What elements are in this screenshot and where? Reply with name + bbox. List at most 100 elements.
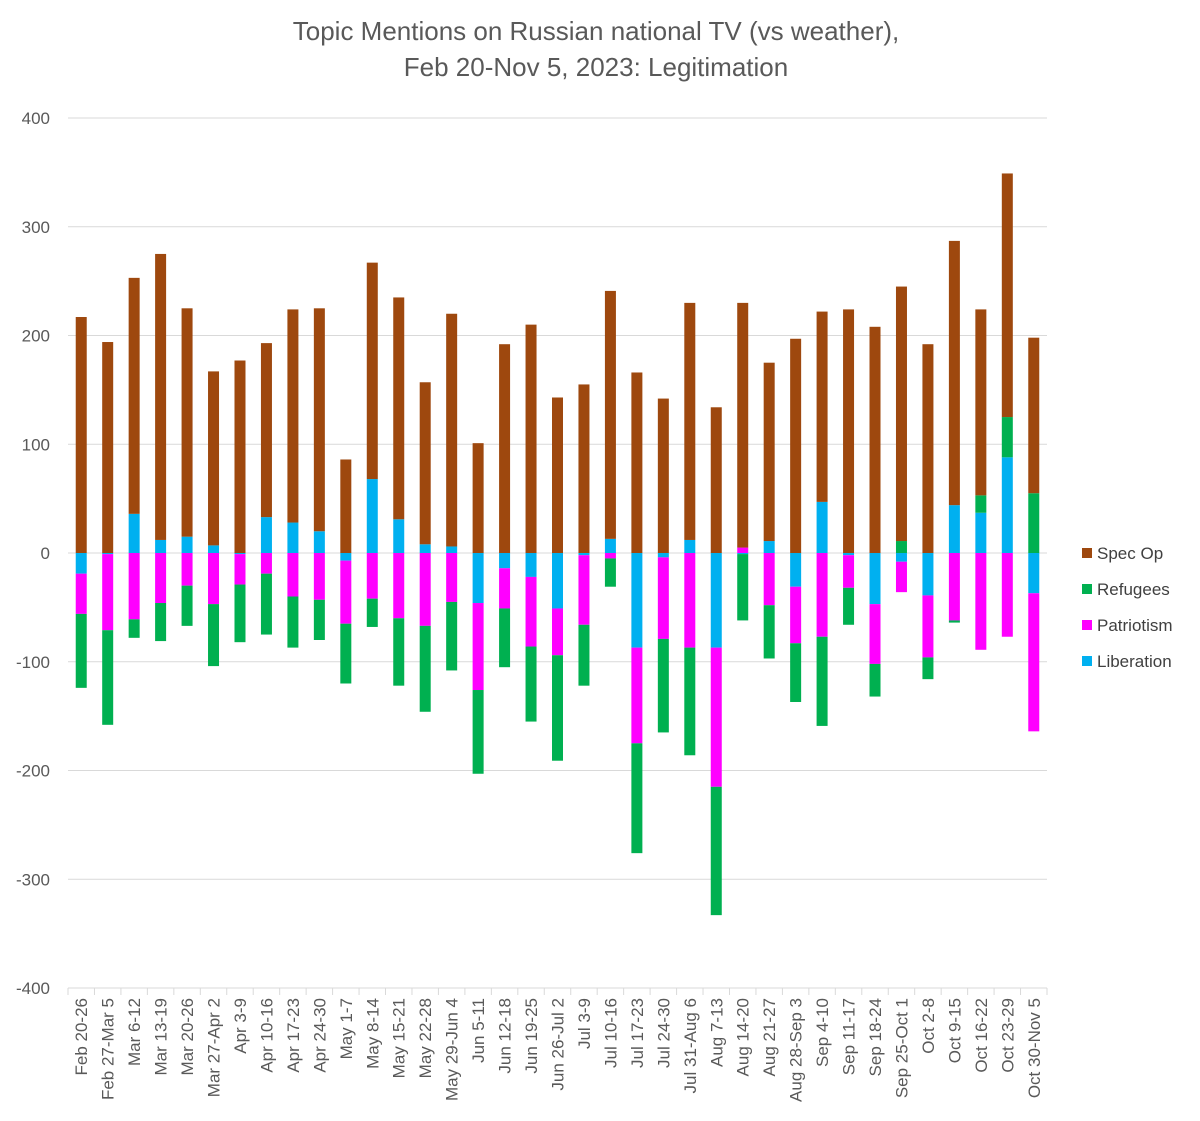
y-tick-label: -300	[16, 870, 50, 889]
bar-patriotism	[1001, 553, 1013, 637]
bar-spec-op	[340, 459, 352, 553]
bar-refugees	[552, 655, 563, 761]
bar-spec-op	[922, 344, 934, 553]
bar-patriotism	[763, 553, 775, 606]
bar-spec-op	[128, 277, 140, 514]
bar-spec-op	[234, 360, 246, 553]
bar-patriotism	[975, 553, 987, 650]
bar-patriotism	[552, 608, 563, 656]
bar-liberation	[102, 553, 114, 555]
bar-patriotism	[948, 553, 960, 621]
chart-subtitle: Feb 20-Nov 5, 2023: Legitimation	[404, 52, 788, 82]
bar-patriotism	[102, 554, 114, 631]
bar-liberation	[790, 553, 802, 587]
bar-refugees	[604, 558, 616, 587]
bar-liberation	[604, 538, 616, 553]
x-tick-label: May 29-Jun 4	[443, 998, 462, 1101]
x-tick-label: Sep 25-Oct 1	[892, 998, 911, 1098]
bar-refugees	[419, 625, 431, 712]
x-tick-label: Aug 28-Sep 3	[787, 998, 806, 1102]
bar-refugees	[340, 623, 352, 684]
x-tick-label: Apr 17-23	[284, 998, 303, 1073]
bar-refugees	[1028, 493, 1040, 553]
bar-liberation	[737, 553, 749, 555]
y-tick-label: 0	[41, 544, 50, 563]
bar-spec-op	[710, 407, 722, 553]
bar-refugees	[260, 573, 272, 635]
bar-patriotism	[631, 647, 643, 744]
x-tick-label: Apr 10-16	[257, 998, 276, 1073]
bar-liberation	[631, 553, 643, 648]
x-tick-label: Oct 2-8	[919, 998, 938, 1054]
x-tick-label: Jul 24-30	[654, 998, 673, 1068]
legend-label: Liberation	[1097, 652, 1172, 671]
bar-spec-op	[499, 344, 511, 553]
bar-spec-op	[155, 253, 167, 540]
bar-liberation	[181, 536, 193, 553]
bar-refugees	[525, 646, 537, 722]
bar-spec-op	[260, 343, 272, 518]
legend: Spec Op Refugees Patriotism Liberation	[1082, 544, 1173, 671]
bar-spec-op	[869, 326, 881, 553]
bar-spec-op	[313, 308, 325, 532]
x-tick-label: Oct 16-22	[972, 998, 991, 1073]
bar-spec-op	[657, 398, 669, 553]
bar-patriotism	[313, 553, 325, 600]
x-tick-label: Aug 21-27	[760, 998, 779, 1076]
bar-patriotism	[657, 557, 669, 639]
bar-patriotism	[260, 553, 272, 574]
bar-refugees	[869, 663, 881, 697]
bar-spec-op	[604, 290, 616, 539]
bar-liberation	[843, 553, 855, 556]
x-tick-label: Jun 19-25	[522, 998, 541, 1074]
bar-liberation	[155, 539, 167, 553]
y-tick-label: 400	[22, 109, 50, 128]
x-tick-label: Mar 20-26	[178, 998, 197, 1075]
bar-refugees	[922, 657, 934, 680]
bar-refugees	[710, 786, 722, 916]
bar-refugees	[313, 599, 325, 640]
bar-refugees	[657, 638, 669, 733]
bar-refugees	[75, 613, 87, 688]
bar-spec-op	[763, 362, 775, 542]
bar-spec-op	[287, 309, 299, 523]
bar-liberation	[446, 546, 458, 553]
bar-liberation	[763, 541, 775, 553]
bar-patriotism	[393, 553, 405, 619]
bar-spec-op	[1028, 337, 1040, 494]
y-tick-label: -100	[16, 653, 50, 672]
bar-spec-op	[208, 371, 220, 546]
bar-patriotism	[128, 553, 140, 620]
bar-liberation	[1028, 553, 1040, 594]
y-tick-label: -400	[16, 979, 50, 998]
bar-patriotism	[181, 553, 193, 586]
bar-refugees	[763, 605, 775, 659]
bar-refugees	[446, 601, 458, 671]
bar-patriotism	[366, 553, 378, 599]
bar-liberation	[393, 519, 405, 553]
bar-spec-op	[446, 313, 458, 547]
bar-patriotism	[737, 547, 749, 553]
bar-refugees	[234, 584, 246, 643]
y-axis: 400 300 200 100 0 -100 -200 -300 -400	[16, 109, 50, 998]
bar-refugees	[393, 618, 405, 686]
bar-patriotism	[472, 603, 484, 691]
y-tick-label: 300	[22, 218, 50, 237]
bar-spec-op	[790, 338, 802, 553]
x-tick-label: Jul 10-16	[601, 998, 620, 1068]
bar-spec-op	[578, 384, 590, 553]
bar-liberation	[1001, 457, 1013, 553]
bar-patriotism	[816, 553, 828, 637]
chart-title: Topic Mentions on Russian national TV (v…	[293, 16, 899, 46]
bar-liberation	[578, 553, 590, 556]
bar-patriotism	[234, 554, 246, 585]
bar-spec-op	[737, 302, 749, 548]
bar-refugees	[737, 554, 749, 621]
bar-liberation	[260, 517, 272, 553]
x-tick-label: May 8-14	[363, 998, 382, 1069]
bar-liberation	[287, 522, 299, 553]
x-tick-label: Mar 13-19	[152, 998, 171, 1075]
x-tick-label: Oct 23-29	[998, 998, 1017, 1073]
bar-liberation	[208, 545, 220, 553]
